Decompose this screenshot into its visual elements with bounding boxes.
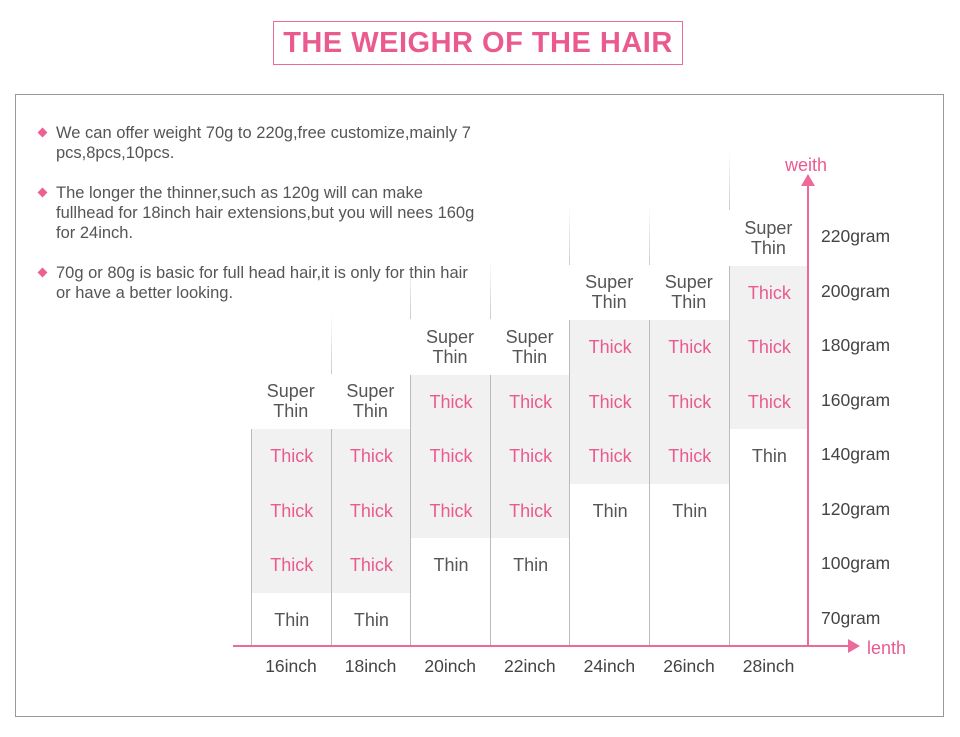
grid-cell: Thin <box>649 482 730 538</box>
x-tick-label: 24inch <box>583 656 636 676</box>
grid-cell: Thick <box>489 482 571 538</box>
grid-cell <box>489 591 571 647</box>
y-tick-label: 100gram <box>821 553 891 574</box>
grid-cell: Thin <box>330 591 412 647</box>
y-axis-label: weith <box>785 155 828 175</box>
grid-cell: Super Thin <box>330 373 411 429</box>
grid-cell: Thin <box>569 482 650 538</box>
grid-cell: Thin <box>728 428 810 484</box>
bullet-item: The longer the thinner,such as 120g will… <box>37 183 477 243</box>
content-frame <box>15 94 944 717</box>
x-tick-label: 26inch <box>663 656 715 676</box>
grid-cell: Thin <box>251 591 332 647</box>
grid-cell: Thick <box>251 537 332 593</box>
y-axis <box>807 180 809 647</box>
x-tick-label: 28inch <box>742 656 795 676</box>
grid-cell: Super Thin <box>489 319 570 375</box>
x-axis-label: lenth <box>867 638 907 658</box>
grid-cell: Thin <box>489 537 571 593</box>
grid-cell: Thick <box>251 482 332 538</box>
grid-cell: Super Thin <box>251 373 331 429</box>
y-tick-label: 220gram <box>821 226 891 247</box>
grid-cell <box>569 591 650 647</box>
grid-cell <box>728 591 810 647</box>
column-divider <box>410 259 412 319</box>
grid-cell: Thin <box>410 537 491 593</box>
bullet-item: 70g or 80g is basic for full head hair,i… <box>37 263 477 303</box>
grid-cell: Thick <box>649 428 730 484</box>
x-axis-arrow-icon <box>848 639 860 653</box>
grid-cell: Thick <box>410 482 491 538</box>
grid-cell <box>728 482 810 538</box>
bullet-text: We can offer weight 70g to 220g,free cus… <box>56 124 471 162</box>
grid-cell: Thick <box>649 319 730 375</box>
grid-cell: Thick <box>330 428 412 484</box>
grid-cell: Thick <box>330 537 412 593</box>
grid-cell: Thick <box>728 319 810 375</box>
grid-cell <box>728 537 810 593</box>
diamond-bullet-icon <box>37 187 48 198</box>
bullet-list: We can offer weight 70g to 220g,free cus… <box>37 123 477 323</box>
x-tick-label: 22inch <box>504 656 556 676</box>
x-tick-label: 16inch <box>265 656 317 676</box>
grid-cell: Super Thin <box>569 264 649 320</box>
page-title: THE WEIGHR OF THE HAIR <box>273 21 683 65</box>
column-divider <box>649 204 650 265</box>
grid-cell <box>649 537 730 593</box>
y-tick-label: 200gram <box>821 280 891 301</box>
bullet-text: 70g or 80g is basic for full head hair,i… <box>56 264 468 302</box>
grid-cell <box>410 591 491 647</box>
grid-cell: Thick <box>251 428 332 484</box>
grid-cell: Super Thin <box>410 319 490 375</box>
column-divider <box>728 150 730 210</box>
bullet-item: We can offer weight 70g to 220g,free cus… <box>37 123 477 163</box>
grid-cell: Thick <box>569 319 650 375</box>
y-tick-label: 140gram <box>821 444 891 465</box>
y-tick-label: 70gram <box>821 607 881 628</box>
grid-cell <box>649 591 730 647</box>
grid-cell: Thick <box>410 428 491 484</box>
y-tick-label: 160gram <box>821 389 891 410</box>
grid-cell <box>569 537 650 593</box>
grid-cell: Thick <box>569 373 650 429</box>
bullet-text: The longer the thinner,such as 120g will… <box>56 184 475 242</box>
grid-cell: Thick <box>569 428 650 484</box>
diamond-bullet-icon <box>37 127 48 138</box>
y-tick-label: 120gram <box>821 498 891 519</box>
grid-cell: Super Thin <box>728 210 809 266</box>
grid-cell: Thick <box>489 373 571 429</box>
column-divider <box>569 204 571 265</box>
grid-cell: Thick <box>330 482 412 538</box>
grid-cell: Thick <box>728 373 810 429</box>
grid-cell: Thick <box>410 373 491 429</box>
column-divider <box>330 313 332 374</box>
y-axis-arrow-icon <box>801 174 815 186</box>
x-tick-label: 20inch <box>424 656 476 676</box>
diamond-bullet-icon <box>37 267 48 278</box>
x-tick-label: 18inch <box>344 656 397 676</box>
column-divider <box>489 259 491 319</box>
y-tick-label: 180gram <box>821 335 891 356</box>
grid-cell: Super Thin <box>649 264 729 320</box>
grid-cell: Thick <box>649 373 730 429</box>
grid-cell: Thick <box>489 428 571 484</box>
x-axis <box>233 645 853 647</box>
grid-cell: Thick <box>728 264 810 320</box>
